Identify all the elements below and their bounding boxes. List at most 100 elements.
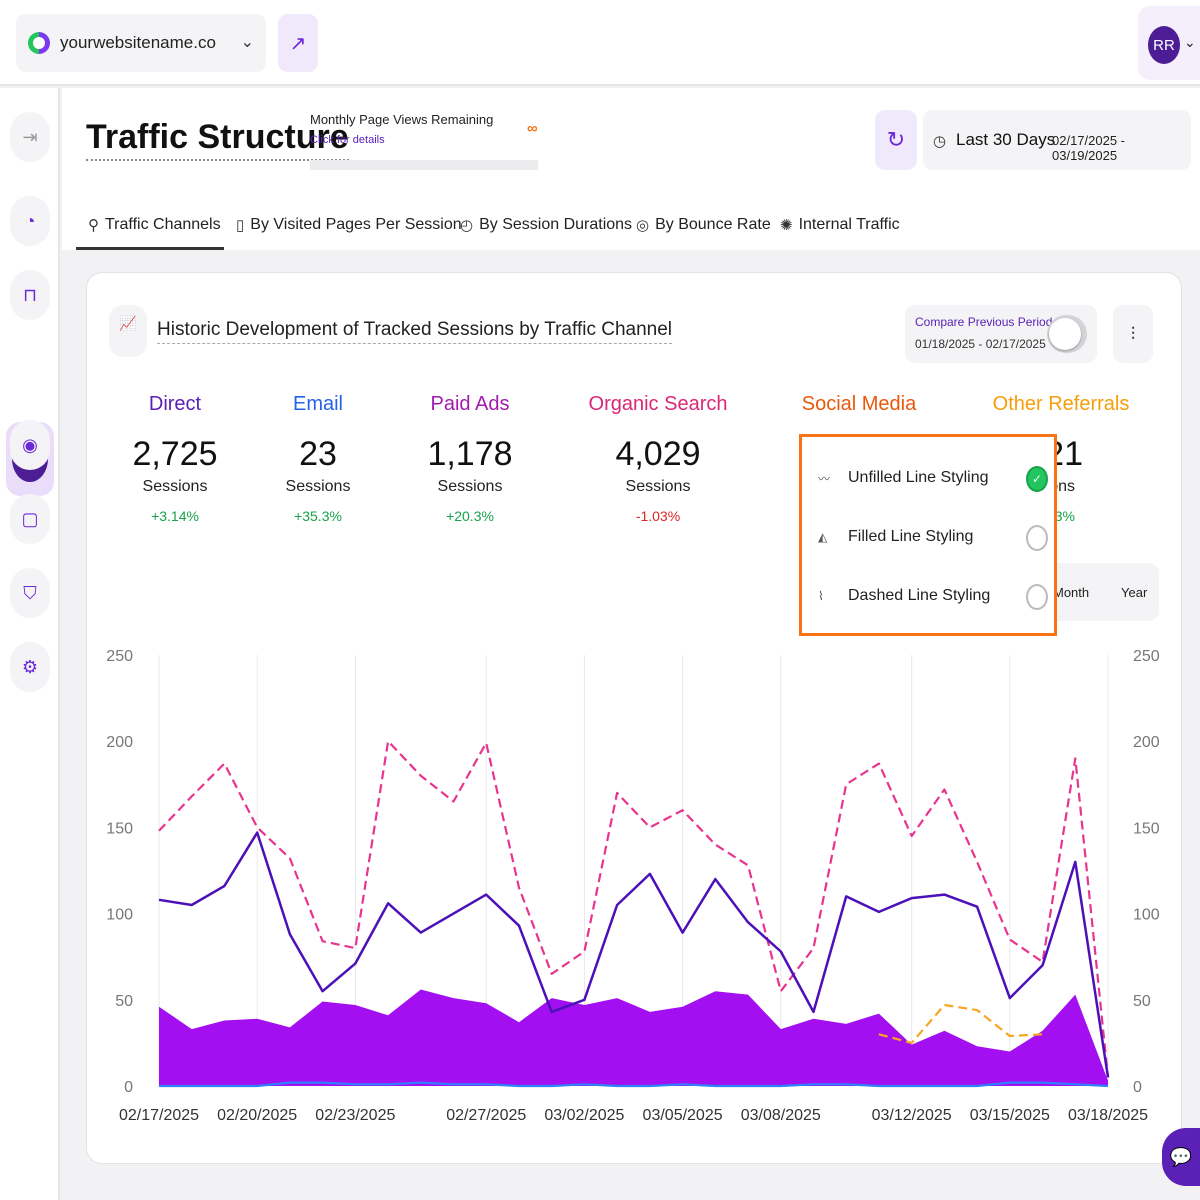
- metric-name: Other Referrals: [992, 393, 1130, 415]
- sidebar: ⇥ ◔ ⊓ ◎ ◉ ▢ ⛉ ⚙: [0, 88, 60, 1200]
- compare-previous-period: Compare Previous Period 01/18/2025 - 02/…: [905, 305, 1097, 363]
- card-title: Historic Development of Tracked Sessions…: [157, 319, 672, 344]
- filled-line-icon: ◭: [818, 530, 828, 544]
- bounce-icon: ◎: [636, 217, 650, 234]
- tab-traffic-channels[interactable]: ⚲ Traffic Channels: [88, 200, 221, 250]
- line-chart-icon[interactable]: 📈: [109, 305, 147, 357]
- date-range-value: 02/17/2025 - 03/19/2025: [1052, 133, 1126, 163]
- metric-name: Email: [292, 393, 343, 415]
- sidebar-item-ecommerce[interactable]: ⊓: [10, 270, 50, 320]
- top-bar: yourwebsitename.co ⌄ ↗ RR ⌄: [0, 0, 1200, 86]
- compare-label: Compare Previous Period: [915, 315, 1053, 329]
- metric-value: 23: [299, 435, 337, 473]
- metric-name: Organic Search: [588, 393, 728, 415]
- metric-delta: +3.14%: [151, 508, 199, 524]
- style-option-label: Dashed Line Styling: [848, 587, 991, 604]
- page-views-progress-bar: [310, 160, 538, 170]
- metric-value: 2,725: [132, 435, 218, 473]
- clock-icon: ◷: [933, 133, 947, 150]
- page-title: Traffic Structure: [86, 118, 349, 161]
- tab-visited-pages[interactable]: ▯ By Visited Pages Per Session: [236, 200, 462, 250]
- external-link-icon: ↗: [289, 32, 307, 55]
- shield-icon: ⛉: [23, 582, 37, 603]
- metric-unit: Sessions: [625, 478, 691, 495]
- site-selector[interactable]: yourwebsitename.co ⌄: [16, 14, 266, 72]
- date-range-picker[interactable]: ◷ Last 30 Days 02/17/2025 - 03/19/2025: [923, 110, 1191, 170]
- chevron-down-icon: ⌄: [1184, 34, 1196, 50]
- radio-unchecked-icon[interactable]: [1026, 525, 1048, 551]
- metric-value: 1,178: [427, 435, 513, 473]
- style-option-filled[interactable]: ◭ Filled Line Styling: [818, 522, 1048, 552]
- chat-icon: 💬: [1169, 1146, 1193, 1167]
- user-menu[interactable]: RR ⌄: [1138, 6, 1200, 80]
- pages-icon: ▯: [236, 217, 245, 234]
- active-tab-indicator: [76, 247, 224, 250]
- sidebar-item-collapse[interactable]: ⇥: [10, 112, 50, 162]
- metric-unit: Sessions: [437, 478, 503, 495]
- style-option-label: Filled Line Styling: [848, 528, 974, 545]
- site-name: yourwebsitename.co: [60, 33, 216, 52]
- sessions-chart-card: 📈 Historic Development of Tracked Sessio…: [86, 272, 1182, 1164]
- page-views-value: ∞: [527, 120, 538, 137]
- tab-label: By Bounce Rate: [655, 216, 771, 233]
- line-style-icon: 〰: [818, 471, 831, 486]
- period-year[interactable]: Year: [1121, 585, 1148, 600]
- external-link-button[interactable]: ↗: [278, 14, 318, 72]
- metric-name: Paid Ads: [430, 393, 510, 415]
- tab-label: By Session Durations: [479, 216, 633, 233]
- metric-unit: Sessions: [285, 478, 351, 495]
- refresh-button[interactable]: ↻: [875, 110, 917, 170]
- arrow-right-icon: ⇥: [22, 126, 38, 147]
- compare-toggle[interactable]: [1047, 315, 1087, 353]
- sidebar-item-dashboard[interactable]: ◔: [10, 196, 50, 246]
- date-range-label: Last 30 Days: [956, 130, 1056, 149]
- tab-label: Traffic Channels: [105, 216, 221, 233]
- style-option-unfilled[interactable]: 〰 Unfilled Line Styling ✓: [818, 463, 1048, 493]
- metric-value: 4,029: [615, 435, 701, 473]
- metric-name: Direct: [148, 393, 202, 415]
- tab-label: By Visited Pages Per Session: [250, 216, 462, 233]
- gear-icon: ⚙: [21, 656, 39, 677]
- metric-email[interactable]: Email 23 Sessions +35.3%: [238, 393, 398, 524]
- radio-unchecked-icon[interactable]: [1026, 584, 1048, 610]
- sidebar-item-feedback[interactable]: ▢: [10, 494, 50, 544]
- sidebar-item-privacy[interactable]: ⛉: [10, 568, 50, 618]
- style-option-dashed[interactable]: ⌇ Dashed Line Styling: [818, 581, 1048, 611]
- metric-delta: +20.3%: [446, 508, 494, 524]
- nodes-icon: ⚲: [88, 217, 99, 234]
- metric-organic-search[interactable]: Organic Search 4,029 Sessions -1.03%: [578, 393, 738, 524]
- metric-direct[interactable]: Direct 2,725 Sessions +3.14%: [95, 393, 255, 524]
- refresh-icon: ↻: [886, 127, 906, 152]
- compare-dates: 01/18/2025 - 02/17/2025: [915, 337, 1046, 351]
- chevron-down-icon: ⌄: [240, 34, 254, 51]
- metric-paid-ads[interactable]: Paid Ads 1,178 Sessions +20.3%: [390, 393, 550, 524]
- style-option-label: Unfilled Line Styling: [848, 469, 989, 486]
- page-views-details-link[interactable]: Click for details: [310, 134, 385, 146]
- bag-icon: ⊓: [22, 284, 38, 305]
- page-views-label: Monthly Page Views Remaining: [310, 112, 494, 127]
- metric-delta: +35.3%: [294, 508, 342, 524]
- sidebar-item-settings[interactable]: ⚙: [10, 642, 50, 692]
- target-icon: ◉: [22, 434, 38, 455]
- tab-bounce-rate[interactable]: ◎ By Bounce Rate: [636, 200, 771, 250]
- radio-checked-icon[interactable]: ✓: [1026, 466, 1048, 492]
- dashed-line-icon: ⌇: [818, 589, 824, 603]
- metric-name: Social Media: [801, 393, 917, 415]
- internal-icon: ✺: [780, 217, 793, 234]
- line-styling-popup: 〰 Unfilled Line Styling ✓ ◭ Filled Line …: [799, 434, 1057, 636]
- chat-button[interactable]: 💬: [1162, 1128, 1200, 1186]
- metric-delta: -1.03%: [635, 508, 681, 524]
- sidebar-item-behavior[interactable]: ◉: [10, 420, 50, 470]
- tab-label: Internal Traffic: [798, 216, 900, 233]
- tab-internal-traffic[interactable]: ✺ Internal Traffic: [780, 200, 900, 250]
- toggle-knob: [1049, 318, 1081, 350]
- timer-icon: ◴: [460, 217, 474, 234]
- sliders-icon: ⫶: [1130, 323, 1136, 344]
- tab-session-durations[interactable]: ◴ By Session Durations: [460, 200, 632, 250]
- message-icon: ▢: [21, 508, 39, 529]
- chart-settings-button[interactable]: ⫶: [1113, 305, 1153, 363]
- period-month[interactable]: Month: [1053, 585, 1090, 600]
- avatar[interactable]: RR: [1148, 26, 1180, 64]
- metric-social-media[interactable]: Social Media: [779, 393, 939, 435]
- globe-icon: [28, 32, 50, 54]
